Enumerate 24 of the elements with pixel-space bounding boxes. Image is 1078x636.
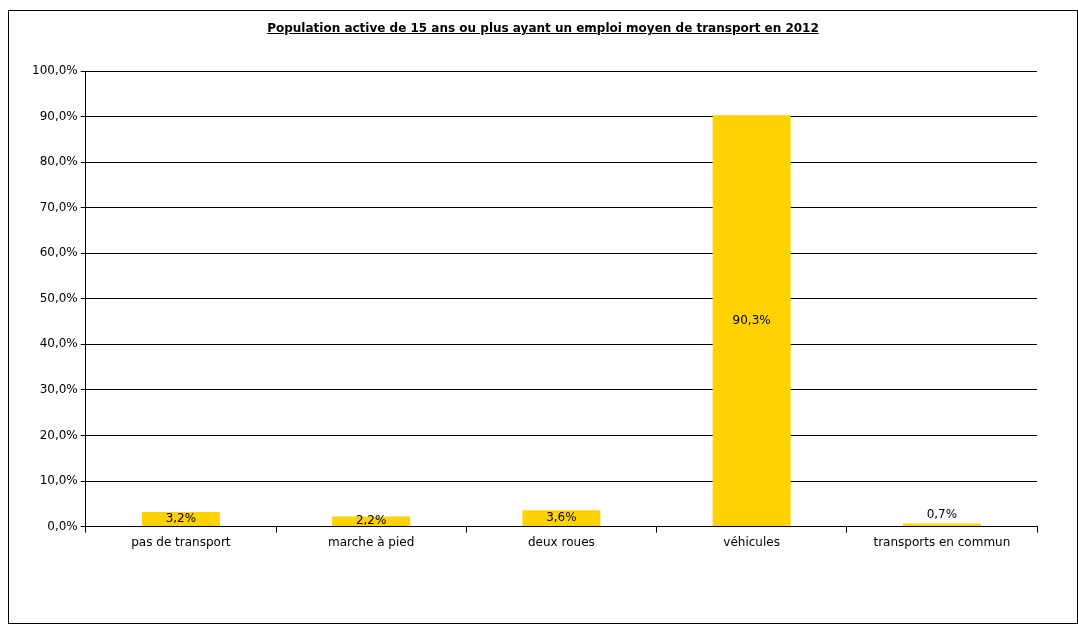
y-tick-label: 30,0% [39, 382, 78, 397]
x-tick-label: deux roues [527, 534, 595, 549]
x-tick-label: véhicules [723, 534, 780, 549]
data-label: 3,2% [165, 511, 197, 526]
y-tick-label: 80,0% [39, 154, 78, 169]
data-label: 2,2% [355, 513, 387, 528]
y-tick-label: 100,0% [31, 63, 78, 78]
y-tick-label: 70,0% [39, 199, 78, 214]
y-tick-label: 0,0% [47, 518, 78, 533]
y-tick-label: 60,0% [39, 245, 78, 260]
data-label: 90,3% [732, 312, 771, 327]
y-tick-label: 10,0% [39, 473, 78, 488]
x-tick-label: pas de transport [131, 534, 231, 549]
data-label: 3,6% [546, 510, 577, 525]
data-label: 0,7% [926, 506, 958, 521]
chart-title: Population active de 15 ans ou plus ayant un emploi moyen de transport en 2012 [266, 21, 820, 35]
x-tick-label: transports en commun [873, 534, 1011, 549]
y-tick-label: 90,0% [39, 108, 78, 123]
y-tick-label: 20,0% [39, 427, 78, 442]
y-tick-label: 40,0% [39, 336, 78, 351]
bar [902, 523, 981, 527]
x-tick-label: marche à pied [328, 534, 415, 549]
y-tick-label: 50,0% [39, 290, 78, 305]
bar [712, 115, 791, 527]
